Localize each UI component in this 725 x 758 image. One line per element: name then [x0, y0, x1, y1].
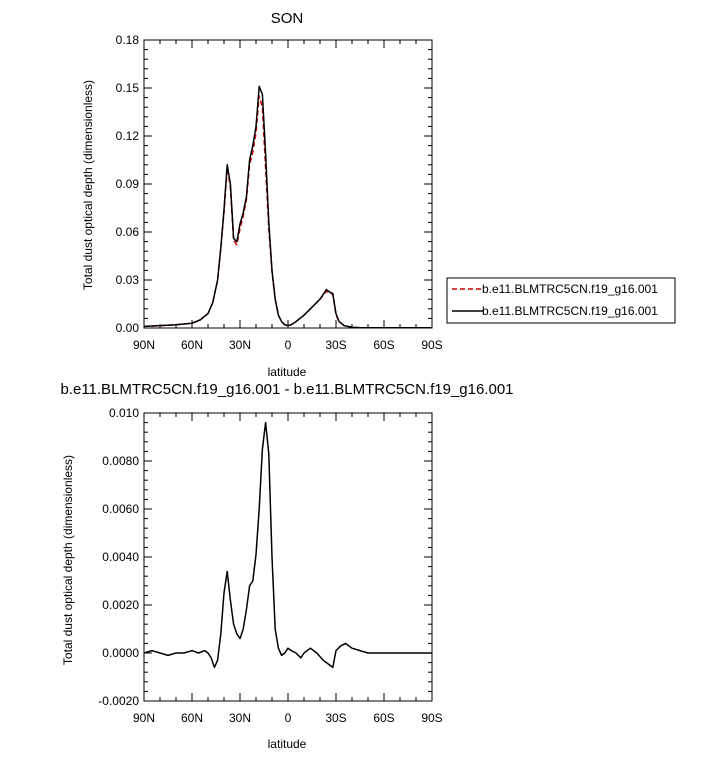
legend: b.e11.BLMTRC5CN.f19_g16.001 b.e11.BLMTRC… — [446, 277, 676, 324]
bottom-y-tick-label: 0.010 — [109, 406, 139, 420]
bottom-x-tick-label: 30S — [325, 711, 346, 725]
bottom-tick-label-group: 90N 60N 30N 0 30S 60S 90S -0.0020 0.0000 0.0020 0.… — [98, 406, 442, 725]
top-y-tick-label: 0.15 — [116, 81, 140, 95]
top-series-line-2 — [143, 85, 432, 329]
bottom-y-axis-label: Total dust optical depth (dimensionless) — [61, 455, 75, 665]
top-plot-frame — [143, 39, 433, 329]
top-x-tick-label: 60N — [181, 338, 203, 352]
bottom-x-tick-label: 90N — [133, 711, 155, 725]
top-x-tick-label: 0 — [285, 338, 292, 352]
bottom-series-line-1 — [143, 421, 432, 669]
bottom-plot-frame — [143, 412, 433, 702]
top-x-tick-label: 90N — [133, 338, 155, 352]
top-tick-label-group: 90N 60N 30N 0 30S 60S 90S 0.00 0.03 0.06 0.09 0.12 0… — [116, 33, 443, 352]
top-x-tick-label: 60S — [373, 338, 394, 352]
bottom-y-tick-label: 0.0000 — [102, 646, 139, 660]
top-x-axis-label: latitude — [268, 365, 307, 379]
top-x-tick-label: 90S — [421, 338, 442, 352]
bottom-x-tick-label: 0 — [285, 711, 292, 725]
bottom-series-group — [143, 421, 432, 669]
bottom-y-tick-label: 0.0040 — [102, 550, 139, 564]
top-series-line-1 — [143, 95, 432, 329]
bottom-panel: b.e11.BLMTRC5CN.f19_g16.001 - b.e11.BLMT… — [60, 381, 513, 751]
top-series-group — [143, 85, 432, 329]
bottom-chart-title: b.e11.BLMTRC5CN.f19_g16.001 - b.e11.BLMT… — [60, 381, 513, 398]
top-panel: SON Total dust optical depth (dimensionl… — [81, 10, 676, 379]
top-y-tick-label: 0.06 — [116, 225, 140, 239]
legend-label-series-1: b.e11.BLMTRC5CN.f19_g16.001 — [482, 282, 658, 296]
bottom-y-tick-label: 0.0080 — [102, 454, 139, 468]
top-y-tick-label: 0.00 — [116, 321, 140, 335]
bottom-y-tick-label: 0.0020 — [102, 598, 139, 612]
top-chart-title: SON — [271, 10, 304, 27]
top-y-tick-label: 0.12 — [116, 129, 140, 143]
bottom-tick-group — [143, 412, 433, 702]
top-y-tick-label: 0.09 — [116, 177, 140, 191]
top-y-tick-label: 0.03 — [116, 273, 140, 287]
bottom-y-tick-label: -0.0020 — [98, 694, 139, 708]
legend-box — [446, 277, 676, 324]
bottom-y-tick-label: 0.0060 — [102, 502, 139, 516]
bottom-x-tick-label: 90S — [421, 711, 442, 725]
legend-label-series-2: b.e11.BLMTRC5CN.f19_g16.001 — [482, 304, 658, 318]
top-tick-group — [143, 39, 433, 329]
top-x-tick-label: 30N — [229, 338, 251, 352]
bottom-x-tick-label: 60N — [181, 711, 203, 725]
top-x-tick-label: 30S — [325, 338, 346, 352]
bottom-x-tick-label: 60S — [373, 711, 394, 725]
bottom-x-tick-label: 30N — [229, 711, 251, 725]
top-y-axis-label: Total dust optical depth (dimensionless) — [81, 80, 95, 290]
top-y-tick-label: 0.18 — [116, 33, 140, 47]
bottom-x-axis-label: latitude — [268, 737, 307, 751]
